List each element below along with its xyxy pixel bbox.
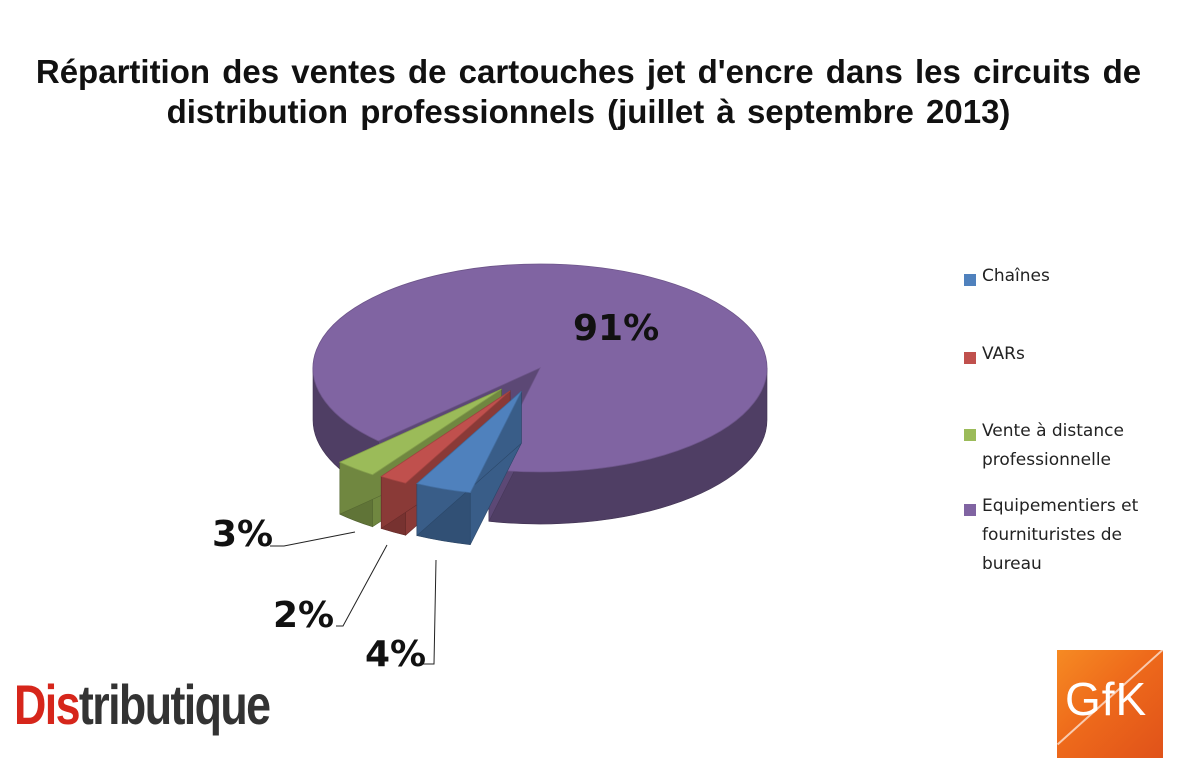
- legend-label-vars: VARs: [982, 344, 1025, 364]
- pie-slice-vars: [380, 390, 511, 484]
- legend-swatch-equipementiers: [964, 504, 976, 516]
- legend-item-vars: VARs: [964, 340, 1152, 369]
- pie-slices: [312, 263, 768, 545]
- leader-lines: [270, 531, 437, 665]
- legend-item-vente-distance: Vente à distance professionnelle: [964, 417, 1152, 475]
- legend-item-chaines: Chaînes: [964, 262, 1152, 291]
- leader-line-vars: [336, 544, 388, 627]
- legend-swatch-chaines: [964, 274, 976, 286]
- leader-line-chaines: [422, 559, 437, 665]
- chart-title: Répartition des ventes de cartouches jet…: [35, 53, 1142, 130]
- legend-label-vente-distance: Vente à distance professionnelle: [982, 421, 1124, 470]
- gfk-logo: GfK: [1057, 650, 1163, 758]
- pie-slice-equipementiers: [312, 263, 768, 473]
- pie-slice-chaines: [416, 391, 522, 494]
- data-label-vars: 2%: [273, 595, 334, 636]
- data-label-vente-distance: 3%: [212, 514, 273, 555]
- pie-slice-vente-distance: [338, 388, 502, 476]
- legend-swatch-vars: [964, 352, 976, 364]
- data-label-equipementiers: 91%: [573, 308, 659, 349]
- distributique-logo-prefix: Dis: [14, 673, 81, 736]
- legend-label-equipementiers: Equipementiers et fournituristes de bure…: [982, 496, 1139, 574]
- legend-label-chaines: Chaînes: [982, 266, 1050, 286]
- data-label-chaines: 4%: [365, 634, 426, 675]
- legend-swatch-vente-distance: [964, 429, 976, 441]
- distributique-logo-rest: tributique: [78, 673, 271, 736]
- distributique-logo: Distributique: [14, 672, 271, 737]
- gfk-logo-text: GfK: [1065, 673, 1148, 725]
- leader-line-vente-distance: [270, 531, 356, 547]
- data-labels: 4% 2% 3% 91%: [212, 308, 659, 675]
- legend-item-equipementiers: Equipementiers et fournituristes de bure…: [964, 492, 1152, 579]
